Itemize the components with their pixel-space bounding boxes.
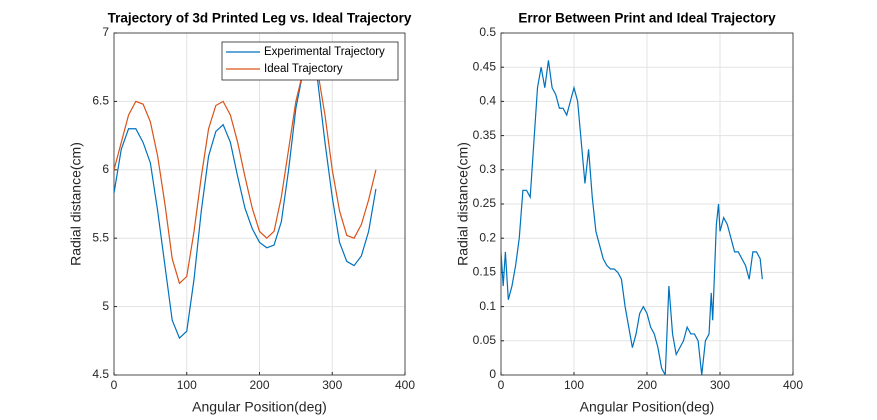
y-tick-label: 5 xyxy=(102,299,109,313)
y-tick-label: 0.15 xyxy=(473,265,497,279)
y-tick-label: 0.4 xyxy=(479,94,496,108)
series-line xyxy=(114,59,377,340)
x-tick-label: 200 xyxy=(249,378,269,392)
series-line xyxy=(114,59,377,285)
y-tick-label: 0 xyxy=(489,367,496,381)
y-tick-label: 0.45 xyxy=(473,59,497,73)
x-tick-label: 300 xyxy=(322,378,342,392)
legend-label: Experimental Trajectory xyxy=(264,46,385,58)
y-tick-label: 5.5 xyxy=(92,230,109,244)
y-axis-label: Radial distance(cm) xyxy=(455,142,471,266)
y-tick-label: 6.5 xyxy=(92,94,109,108)
legend-box xyxy=(221,41,399,81)
chart-title: Error Between Print and Ideal Trajectory xyxy=(518,11,776,26)
x-tick-label: 300 xyxy=(710,378,730,392)
x-tick-label: 100 xyxy=(564,378,584,392)
y-tick-label: 0.1 xyxy=(479,299,496,313)
x-axis-label: Angular Position(deg) xyxy=(580,399,715,415)
x-tick-label: 400 xyxy=(395,378,415,392)
chart-title: Trajectory of 3d Printed Leg vs. Ideal T… xyxy=(108,11,412,26)
y-tick-label: 0.35 xyxy=(473,128,497,142)
y-tick-label: 0.2 xyxy=(479,230,496,244)
x-tick-label: 0 xyxy=(498,378,505,392)
legend-label: Ideal Trajectory xyxy=(264,63,343,75)
x-tick-label: 400 xyxy=(783,378,803,392)
x-axis-label: Angular Position(deg) xyxy=(192,399,327,415)
y-tick-label: 0.05 xyxy=(473,333,497,347)
y-tick-label: 0.5 xyxy=(479,25,496,39)
y-tick-label: 6 xyxy=(102,162,109,176)
axes-box xyxy=(500,32,794,376)
y-tick-label: 4.5 xyxy=(92,367,109,381)
y-tick-label: 0.3 xyxy=(479,162,496,176)
x-tick-label: 100 xyxy=(177,378,197,392)
series-line xyxy=(501,60,763,375)
y-axis-label: Radial distance(cm) xyxy=(68,142,84,266)
x-tick-label: 200 xyxy=(637,378,657,392)
y-tick-label: 0.25 xyxy=(473,196,497,210)
y-tick-label: 7 xyxy=(102,25,109,39)
axes-box xyxy=(113,32,406,376)
x-tick-label: 0 xyxy=(111,378,118,392)
